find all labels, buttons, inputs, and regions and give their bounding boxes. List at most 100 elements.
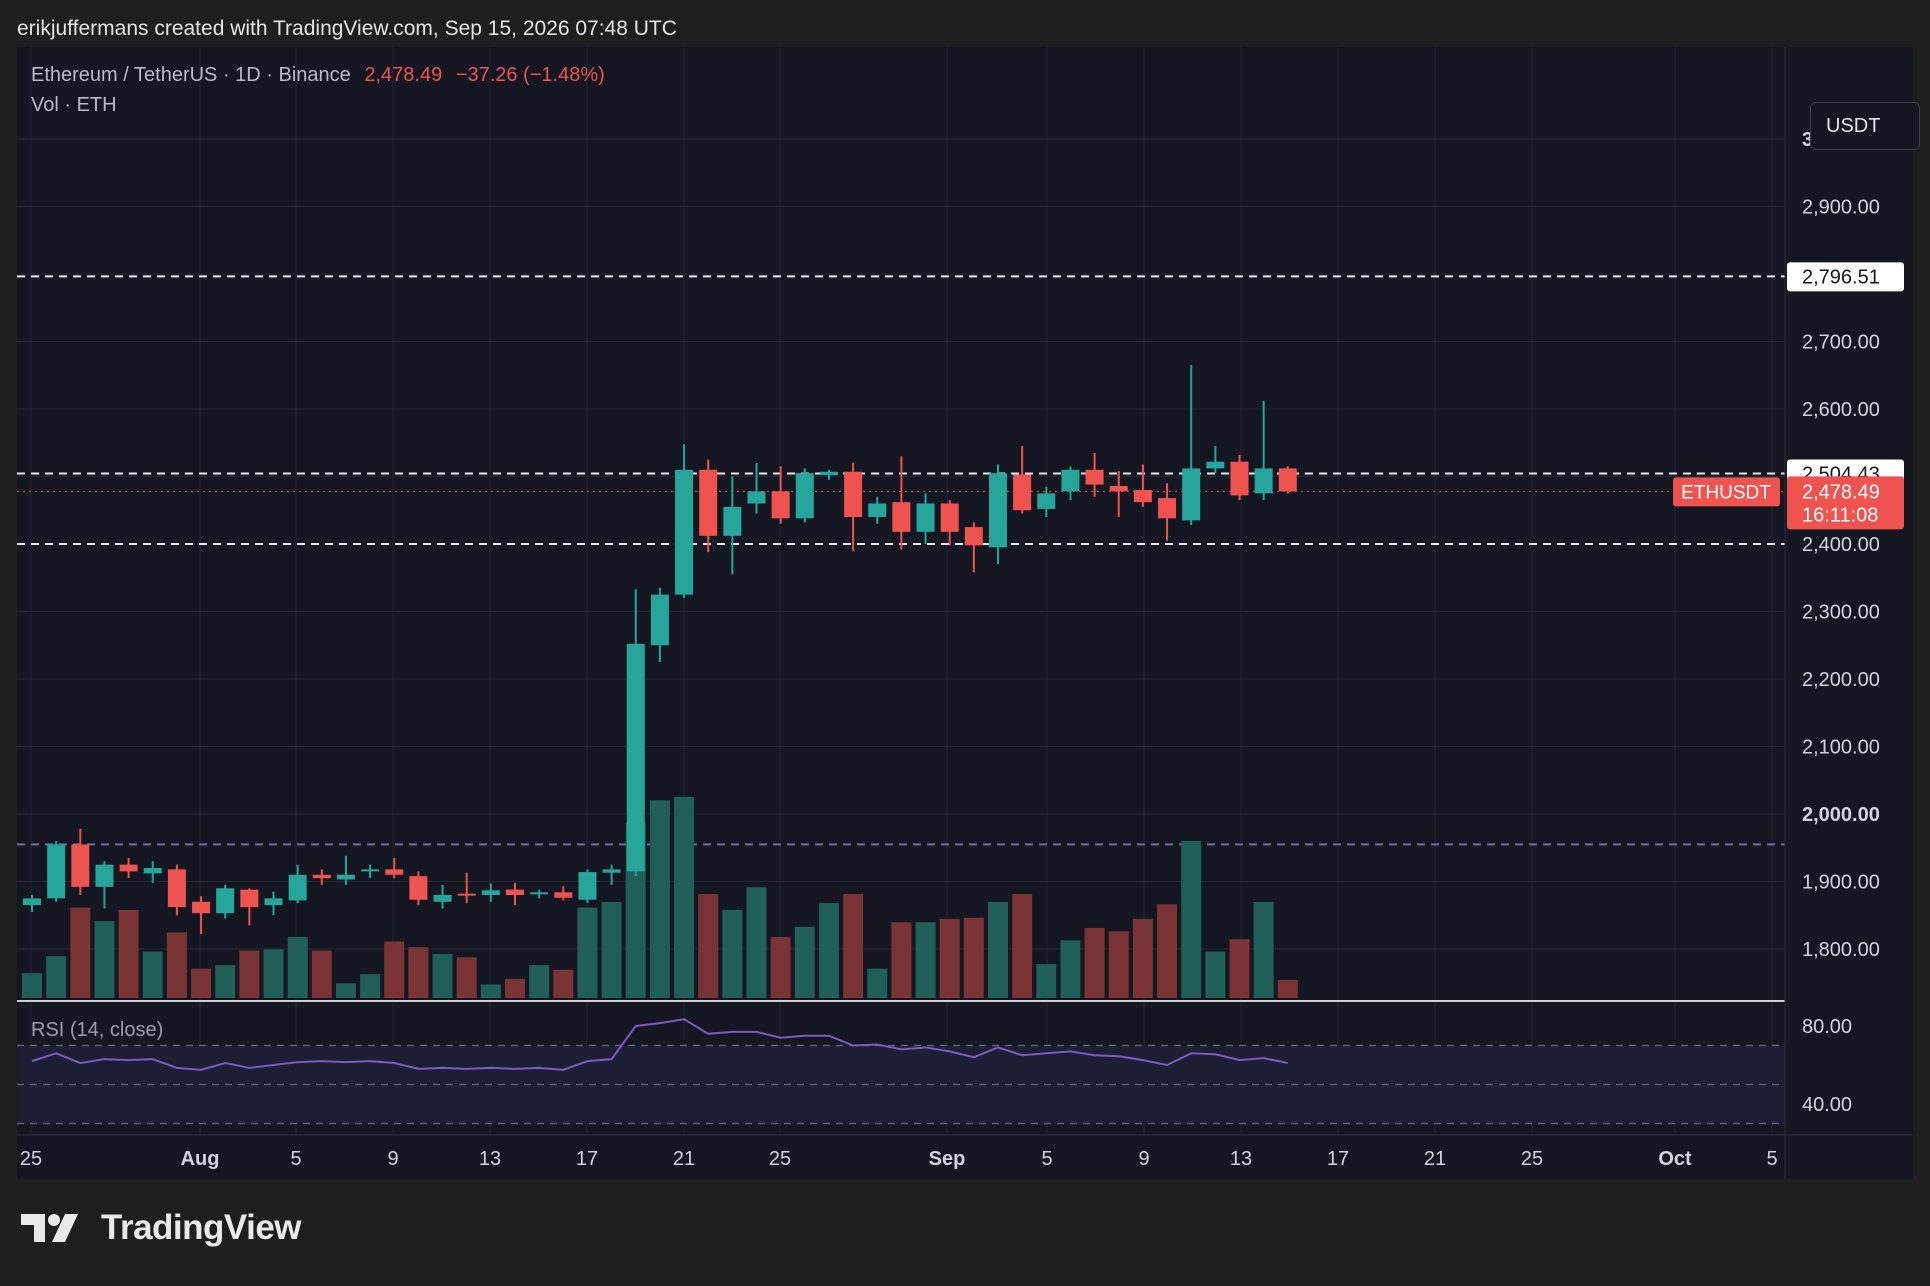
volume-bar [867, 968, 888, 998]
volume-bar [70, 907, 91, 998]
volume-bar [1060, 940, 1081, 998]
candles [23, 365, 1297, 935]
volume-bar [1108, 931, 1129, 998]
candle-body [989, 473, 1007, 548]
candle-body [771, 491, 790, 519]
volume-bar [988, 901, 1008, 998]
volume-bar [94, 921, 115, 998]
volume-bar [770, 936, 791, 998]
volume-bar [384, 941, 405, 998]
volume-bar [335, 983, 356, 998]
volume-bar [311, 950, 332, 998]
last-price: 2,478.49 [364, 64, 443, 86]
price-axis-label: 2,600.00 [1802, 399, 1880, 421]
volume-legend[interactable]: Vol · ETH [31, 94, 117, 116]
volume-bar [142, 951, 163, 998]
candle-body [554, 892, 573, 898]
symbol-tag [1673, 477, 1780, 507]
volume-bars [22, 796, 1298, 998]
header-credit: erikjuffermans created with TradingView.… [17, 17, 677, 40]
volume-bar [529, 965, 550, 998]
time-axis-label: 21 [1424, 1148, 1446, 1170]
price-axis-bg [1785, 47, 1913, 1179]
chart-frame[interactable]: 3,000.002,900.002,700.002,600.002,500.00… [17, 47, 1920, 1179]
candle-body [119, 864, 138, 872]
horizontal-levels [17, 275, 1785, 846]
candle-body [916, 503, 935, 532]
price-axis-label: 2,700.00 [1802, 332, 1880, 354]
volume-bar [794, 926, 815, 998]
candle-body [602, 869, 621, 873]
axes: 3,000.002,900.002,700.002,600.002,500.00… [17, 47, 1913, 1179]
candle-body [650, 594, 669, 646]
candle-body [747, 491, 766, 504]
volume-bar [118, 909, 139, 998]
candle-body [1254, 468, 1273, 494]
last-price-tag [1787, 476, 1904, 530]
time-axis-label: 17 [576, 1148, 598, 1170]
volume-bar [553, 969, 574, 998]
volume-bar [46, 956, 67, 998]
volume-bar [456, 957, 477, 998]
countdown-label: 16:11:08 [1802, 504, 1878, 526]
candle-body [1085, 469, 1104, 485]
candle-body [1013, 474, 1032, 511]
candle-body [433, 895, 452, 902]
volume-bar [649, 800, 670, 998]
time-axis-label: 5 [1766, 1148, 1777, 1170]
time-axis-label: 25 [20, 1148, 42, 1170]
volume-bar [939, 918, 960, 998]
symbol-label[interactable]: Ethereum / TetherUS · 1D · Binance [31, 64, 351, 86]
price-axis-label: 2,200.00 [1802, 669, 1880, 691]
price-axis-label: 2,400.00 [1802, 534, 1880, 556]
candle-body [336, 874, 355, 880]
candle-body [699, 469, 718, 536]
volume-bar [1084, 927, 1105, 998]
volume-bar [239, 950, 260, 998]
rsi-line [31, 1018, 1288, 1071]
volume-bar [432, 953, 453, 998]
candle-body [192, 901, 211, 914]
volume-bar [166, 932, 187, 998]
candle-body [675, 469, 694, 595]
last-price-tag-label: 2,478.49 [1802, 481, 1880, 503]
volume-bar [191, 968, 212, 998]
volume-bar [1181, 840, 1202, 998]
price-change: −37.26 (−1.48%) [455, 64, 605, 86]
rsi-axis-label: 80.00 [1802, 1016, 1852, 1038]
candle-body [940, 503, 959, 532]
volume-bar [601, 901, 622, 998]
volume-bar [1229, 939, 1250, 998]
time-axis-label: 25 [1521, 1148, 1543, 1170]
volume-bar [1277, 979, 1298, 998]
rsi-axis-label: 40.00 [1802, 1094, 1852, 1116]
brand-name: TradingView [101, 1208, 302, 1247]
volume-bar [263, 949, 284, 998]
volume-bar [746, 887, 767, 998]
volume-bar [408, 947, 429, 998]
candle-body [578, 872, 597, 900]
time-axis-label: 9 [1138, 1148, 1149, 1170]
candle-body [626, 643, 645, 872]
candle-body [964, 527, 983, 546]
time-axis-label: 13 [479, 1148, 501, 1170]
currency-selector[interactable]: USDT [1810, 102, 1920, 150]
candle-body [409, 876, 428, 900]
volume-bar [577, 907, 598, 998]
rsi-legend[interactable]: RSI (14, close) [31, 1019, 164, 1041]
candle-body [530, 892, 549, 895]
candle-body [95, 864, 114, 887]
brand-logo: TradingView [21, 1208, 302, 1248]
candle-body [71, 844, 90, 887]
resistance-price-label: 2,796.51 [1802, 266, 1880, 288]
chart-canvas[interactable]: 3,000.002,900.002,700.002,600.002,500.00… [17, 47, 1913, 1179]
price-axis-label: 1,800.00 [1802, 939, 1880, 961]
volume-bar [818, 903, 839, 998]
volume-bar [1253, 901, 1274, 998]
candle-body [723, 506, 742, 536]
candle-body [868, 503, 887, 517]
time-axis-label: 5 [290, 1148, 301, 1170]
symbol-tag-label: ETHUSDT [1681, 482, 1771, 503]
rsi-pane [17, 1000, 1785, 1125]
candle-body [819, 471, 838, 476]
